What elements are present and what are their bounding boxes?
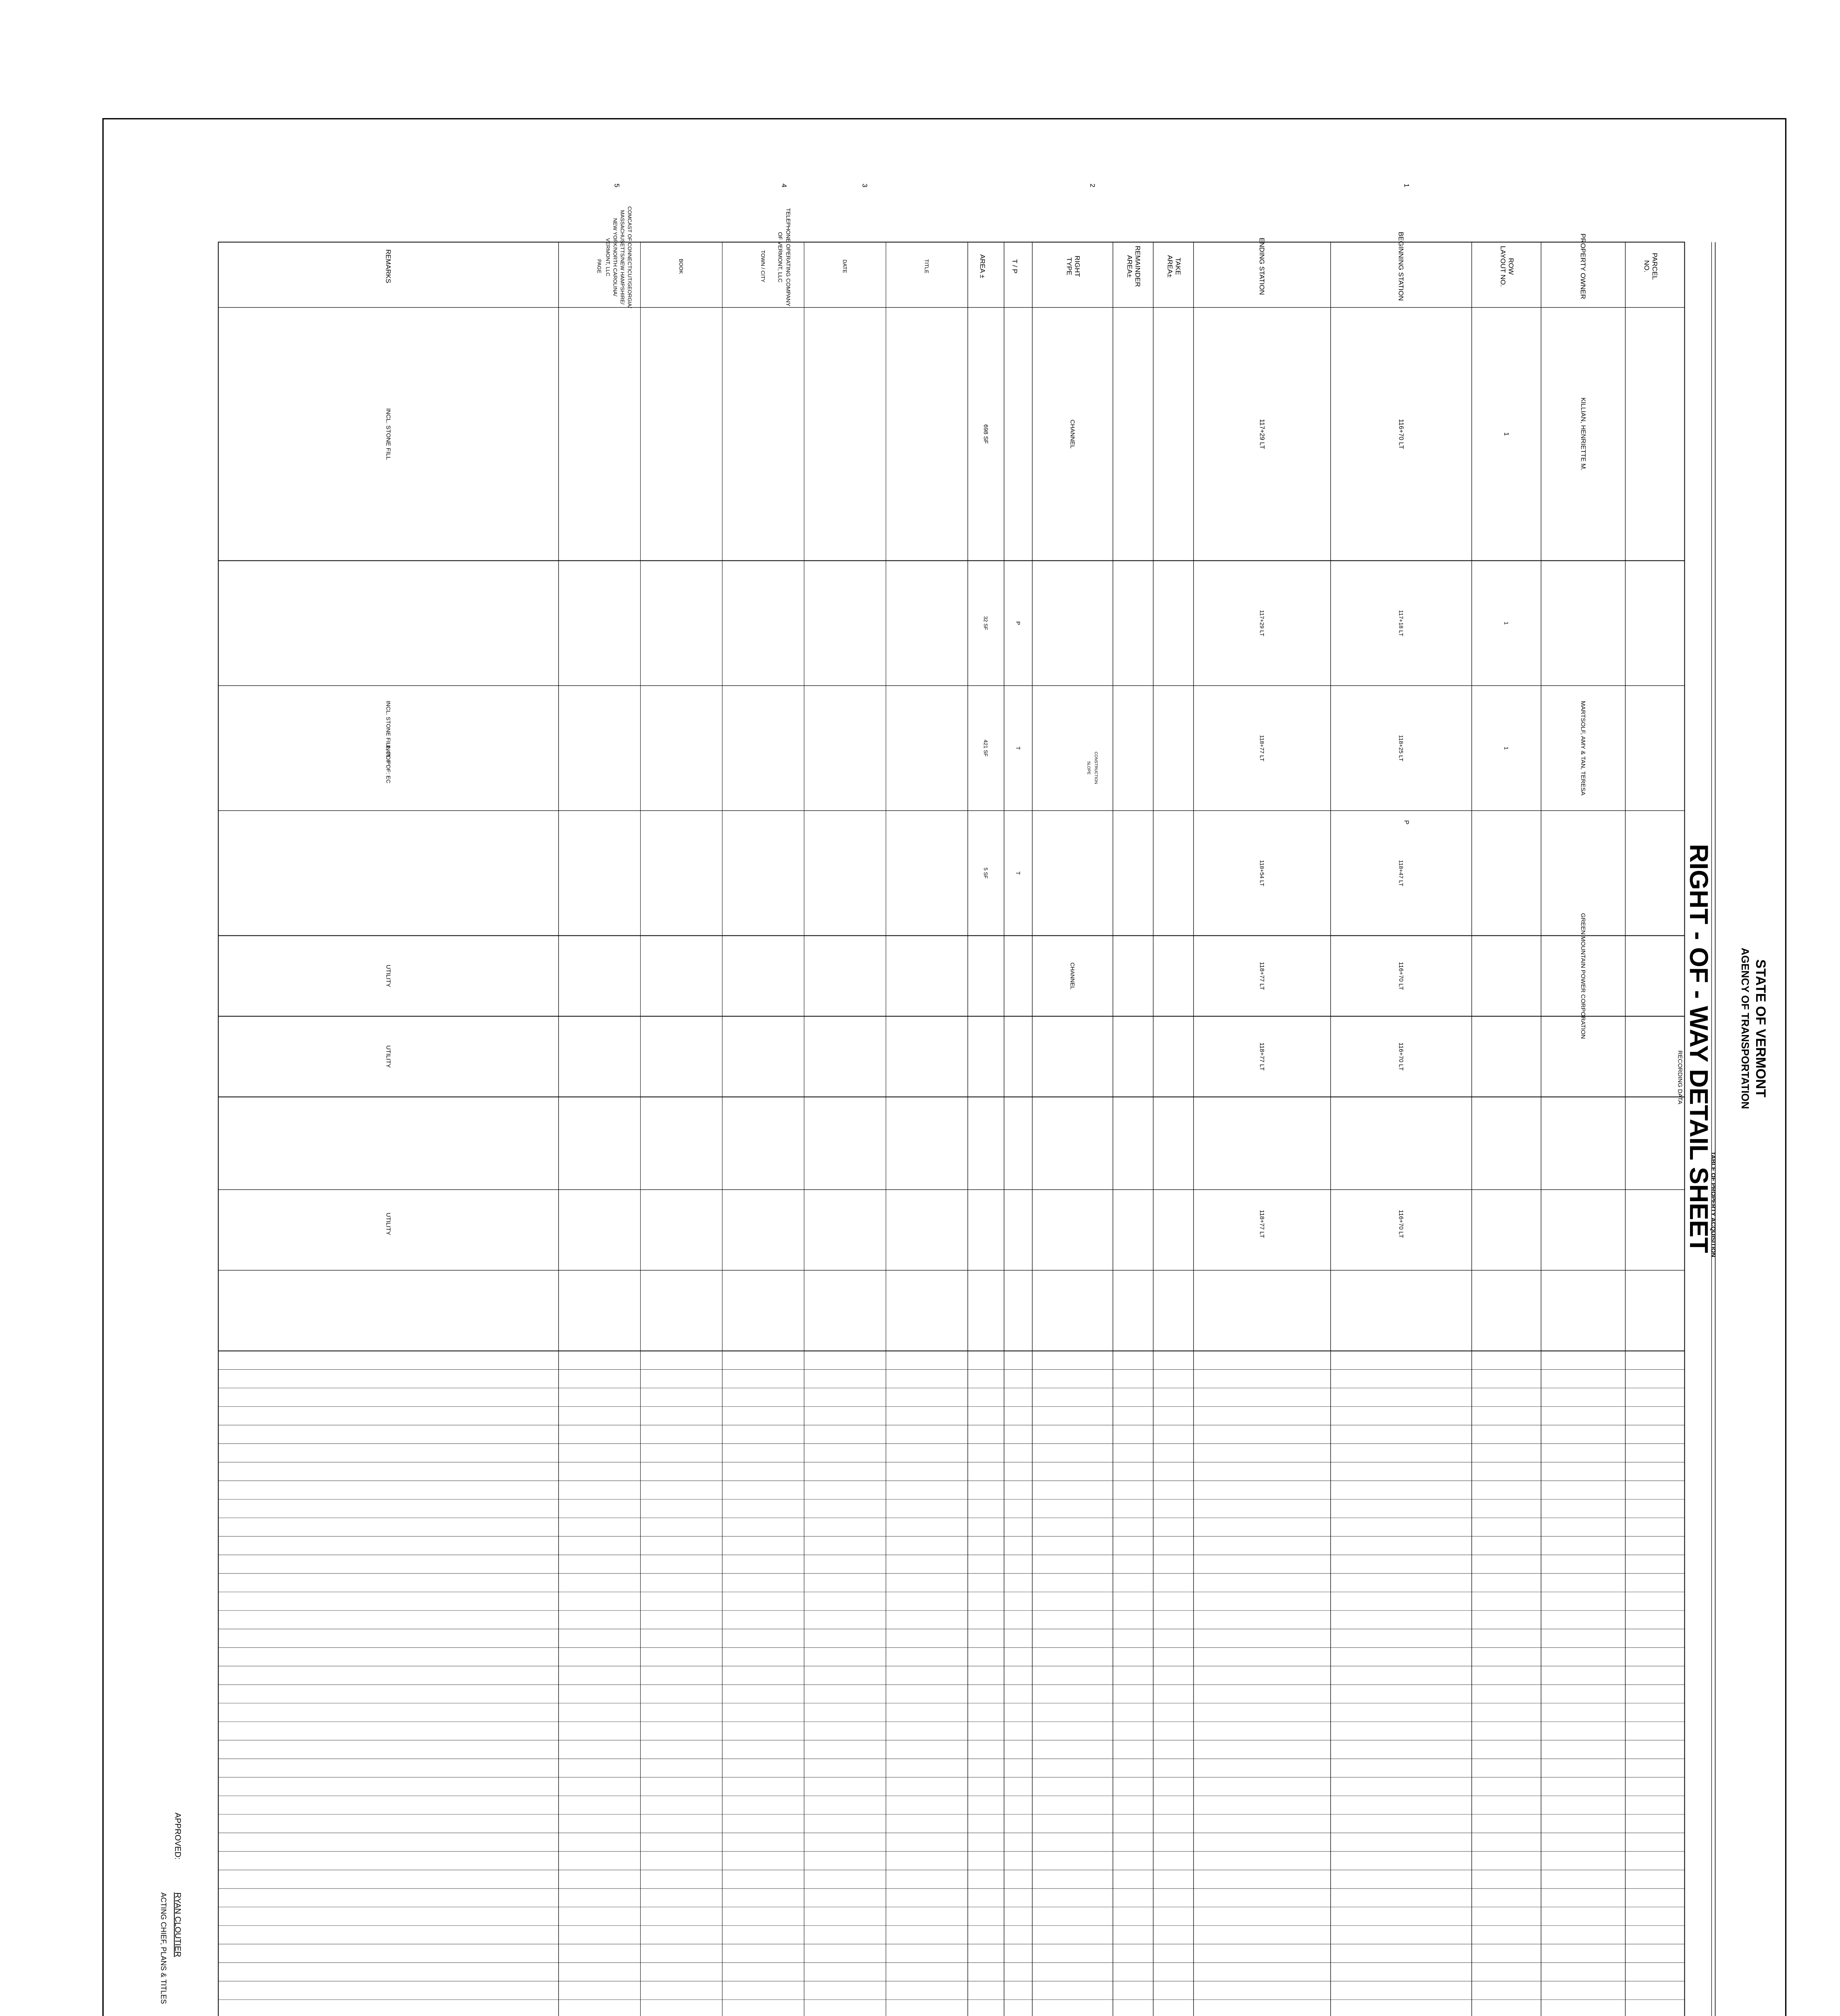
- svg-text:118+77 LT: 118+77 LT: [1258, 1042, 1265, 1070]
- svg-text:117+29 LT: 117+29 LT: [1259, 610, 1265, 636]
- svg-text:5: 5: [613, 183, 620, 187]
- svg-text:MARTSOLF, AMY & TAN, TERESA: MARTSOLF, AMY & TAN, TERESA: [1580, 701, 1586, 796]
- svg-text:MASSACHUSETTS/NEW HAMPSHIRE/: MASSACHUSETTS/NEW HAMPSHIRE/: [619, 210, 625, 304]
- svg-text:PARCEL: PARCEL: [1651, 253, 1659, 280]
- svg-text:ENDING STATION: ENDING STATION: [1258, 237, 1266, 295]
- svg-text:BEGINNING STATION: BEGINNING STATION: [1397, 231, 1405, 300]
- svg-text:TAKE: TAKE: [1174, 257, 1182, 275]
- svg-text:T: T: [1015, 746, 1021, 750]
- svg-text:BOOK: BOOK: [678, 258, 684, 274]
- svg-text:ACTING CHIEF, PLANS & TITLES: ACTING CHIEF, PLANS & TITLES: [159, 1892, 167, 2004]
- svg-text:32 SF: 32 SF: [982, 616, 989, 630]
- svg-text:INCL. STONE FILL: INCL. STONE FILL: [385, 408, 391, 460]
- svg-text:ROW: ROW: [1507, 258, 1515, 275]
- svg-text:CONSTRUCTION: CONSTRUCTION: [1093, 752, 1098, 784]
- svg-text:116+70 LT: 116+70 LT: [1397, 1042, 1404, 1070]
- svg-text:UTILITY: UTILITY: [385, 1212, 391, 1235]
- svg-text:TELEPHONE OPERATING COMPANY: TELEPHONE OPERATING COMPANY: [785, 208, 791, 306]
- svg-text:RIGHT: RIGHT: [1073, 256, 1081, 277]
- svg-text:RIGHT - OF - WAY DETAIL SHEET: RIGHT - OF - WAY DETAIL SHEET: [1684, 844, 1713, 1253]
- svg-text:NO.: NO.: [1643, 260, 1651, 272]
- svg-text:116+70 LT: 116+70 LT: [1397, 962, 1404, 990]
- svg-text:PROPERTY OWNER: PROPERTY OWNER: [1579, 233, 1587, 299]
- svg-text:2: 2: [1089, 183, 1096, 187]
- svg-text:LAYOUT NO.: LAYOUT NO.: [1499, 246, 1507, 286]
- svg-text:INCL. PDF: EC: INCL. PDF: EC: [385, 745, 391, 783]
- svg-text:STATE OF VERMONT: STATE OF VERMONT: [1753, 959, 1768, 1098]
- svg-text:117+29 LT: 117+29 LT: [1258, 419, 1265, 449]
- svg-text:COMCAST OF CONNECTICUT/GEORGIA: COMCAST OF CONNECTICUT/GEORGIA/: [627, 206, 633, 308]
- svg-text:TITLE: TITLE: [924, 259, 930, 273]
- svg-text:117+18 LT: 117+18 LT: [1398, 610, 1404, 636]
- svg-text:PAGE: PAGE: [596, 259, 602, 273]
- svg-text:1: 1: [1503, 432, 1509, 436]
- svg-text:REMARKS: REMARKS: [384, 249, 392, 283]
- svg-text:P: P: [1015, 621, 1021, 625]
- svg-text:NEW YORK/NORTH CAROLINA/: NEW YORK/NORTH CAROLINA/: [612, 218, 618, 296]
- svg-text:DATE: DATE: [842, 259, 848, 273]
- svg-text:1: 1: [1503, 621, 1509, 625]
- svg-text:TOWN / CITY: TOWN / CITY: [760, 250, 766, 282]
- svg-text:AREA ±: AREA ±: [978, 254, 986, 278]
- svg-text:GREEN MOUNTAIN POWER CORPORATI: GREEN MOUNTAIN POWER CORPORATION: [1580, 913, 1586, 1039]
- svg-text:APPROVED:: APPROVED:: [173, 1812, 182, 1860]
- svg-text:118+77 LT: 118+77 LT: [1258, 1210, 1265, 1238]
- svg-text:TYPE: TYPE: [1065, 257, 1073, 275]
- svg-text:4: 4: [780, 183, 788, 187]
- svg-text:T: T: [1015, 871, 1021, 875]
- svg-text:118+77 LT: 118+77 LT: [1258, 962, 1265, 990]
- svg-text:118+25 LT: 118+25 LT: [1398, 735, 1404, 761]
- svg-text:116+70 LT: 116+70 LT: [1397, 419, 1404, 449]
- svg-text:1: 1: [1503, 746, 1509, 750]
- svg-text:118+54 LT: 118+54 LT: [1259, 860, 1265, 886]
- svg-text:SLOPE: SLOPE: [1086, 761, 1091, 775]
- svg-text:T / P: T / P: [1011, 259, 1018, 273]
- svg-text:421 SF: 421 SF: [982, 739, 989, 756]
- svg-text:116+70 LT: 116+70 LT: [1397, 1210, 1404, 1238]
- svg-text:UTILITY: UTILITY: [385, 964, 391, 987]
- svg-text:VERMONT, LLC: VERMONT, LLC: [605, 238, 611, 276]
- svg-text:118+77 LT: 118+77 LT: [1259, 735, 1265, 761]
- svg-text:1: 1: [1403, 183, 1410, 187]
- svg-text:RECORDING DATA: RECORDING DATA: [1676, 1050, 1683, 1104]
- svg-text:698 SF: 698 SF: [982, 424, 989, 444]
- svg-text:AREA±: AREA±: [1166, 255, 1174, 277]
- svg-text:118+47 LT: 118+47 LT: [1398, 860, 1404, 886]
- svg-text:KILLIAN, HENRIETTE M.: KILLIAN, HENRIETTE M.: [1580, 397, 1586, 470]
- svg-text:3: 3: [861, 183, 868, 187]
- svg-text:P: P: [1403, 820, 1409, 825]
- svg-text:RYAN CLOUTIER: RYAN CLOUTIER: [173, 1892, 182, 1957]
- svg-text:5 SF: 5 SF: [982, 867, 989, 879]
- svg-text:CHANNEL: CHANNEL: [1069, 962, 1076, 989]
- svg-text:CHANNEL: CHANNEL: [1069, 419, 1076, 448]
- svg-text:REMAINDER: REMAINDER: [1134, 246, 1141, 287]
- svg-text:UTILITY: UTILITY: [385, 1045, 391, 1068]
- svg-text:TABLE OF PROPERTY ACQUISITION: TABLE OF PROPERTY ACQUISITION: [1710, 1151, 1717, 1257]
- svg-text:AGENCY OF TRANSPORTATION: AGENCY OF TRANSPORTATION: [1739, 948, 1751, 1109]
- svg-text:AREA±: AREA±: [1126, 255, 1133, 277]
- svg-text:OF VERMONT, LLC: OF VERMONT, LLC: [777, 232, 783, 282]
